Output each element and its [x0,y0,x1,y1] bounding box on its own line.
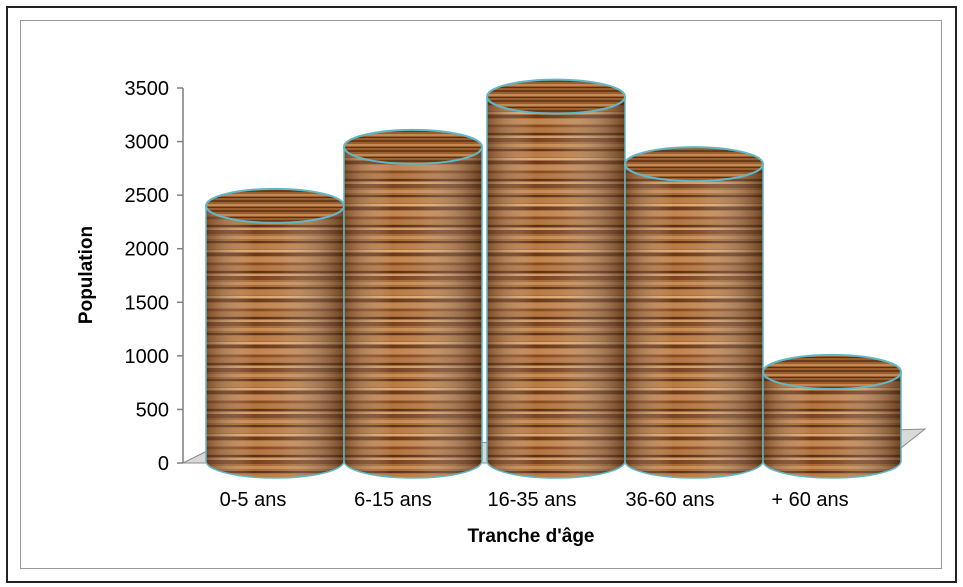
bar-shading [344,146,482,478]
bar-60-ans [762,353,902,479]
x-tick-label: + 60 ans [771,489,848,511]
bar-top [762,353,902,390]
bar-outline [762,371,902,479]
bar-shading [206,205,344,478]
y-tick-label: 3500 [125,78,170,100]
bars [205,78,902,479]
y-tick-label: 1500 [125,292,170,314]
x-tick-label: 6-15 ans [354,489,432,511]
x-tick-label: 16-35 ans [488,489,577,511]
bar-6-15-ans [343,128,483,479]
y-axis-title: Population [76,226,97,324]
bar-shading [487,96,625,479]
bar-shading [625,164,763,479]
bar-outline [486,96,626,479]
y-tick-label: 0 [158,453,169,475]
x-tick-label: 0-5 ans [220,489,287,511]
bar-shading [763,371,901,478]
y-tick-label: 500 [136,399,169,421]
y-tick-label: 3000 [125,132,170,154]
y-tick-label: 2000 [125,239,170,261]
y-tick-label: 2500 [125,185,170,207]
bar-0-5-ans [205,187,345,479]
bar-top [205,187,345,224]
bar-36-60-ans [624,146,764,479]
y-tick-label: 1000 [125,346,170,368]
x-axis-title: Tranche d'âge [467,526,594,547]
bar-top [343,128,483,165]
bar-outline [624,164,764,479]
y-axis [177,87,184,464]
x-tick-label: 36-60 ans [626,489,715,511]
figure-frame [6,6,957,583]
x-tick-labels: 0-5 ans 6-15 ans 16-35 ans 36-60 ans + 60 an… [220,489,849,511]
y-tick-labels: 0 500 1000 1500 2000 2500 3000 3500 [125,78,170,475]
bar-outline [205,205,345,479]
bar-outline [343,146,483,479]
bar-top [486,78,626,115]
bar-top [624,146,764,183]
bar-16-35-ans [486,78,626,479]
